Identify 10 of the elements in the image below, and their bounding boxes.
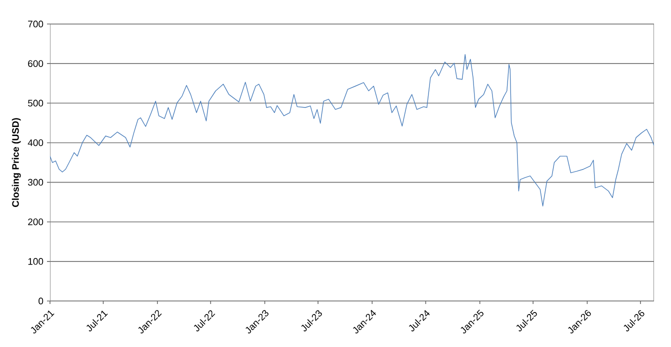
y-tick-label: 700 xyxy=(28,20,44,28)
y-tick-label: 300 xyxy=(28,178,44,186)
y-tick-label: 100 xyxy=(28,258,44,265)
line-series xyxy=(50,54,654,206)
y-tick-label: 600 xyxy=(28,60,44,67)
y-tick-label: 400 xyxy=(28,139,44,146)
y-tick-label: 0 xyxy=(38,298,44,304)
y-tick-label: 500 xyxy=(28,100,44,107)
y-axis-title: Closing Price (USD) xyxy=(12,118,21,207)
y-tick-label: 200 xyxy=(28,218,44,226)
